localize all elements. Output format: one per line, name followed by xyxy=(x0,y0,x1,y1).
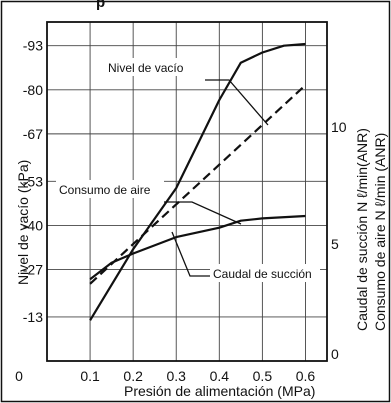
y-right-tick-label: 0 xyxy=(331,346,339,362)
y-right-axis-title-2: Consumo de aire N ℓ/min (ANR) xyxy=(372,133,388,331)
series-label-background xyxy=(56,180,164,198)
y-left-tick-label: -53 xyxy=(23,173,43,189)
x-tick-label: 0.1 xyxy=(80,368,100,384)
series-label: Caudal de succión xyxy=(213,267,312,281)
series-line xyxy=(89,42,306,321)
y-left-tick-label: -80 xyxy=(23,82,43,98)
x-tick-label: 0.2 xyxy=(123,368,143,384)
series-lines xyxy=(89,42,307,321)
x-tick-label: 0.3 xyxy=(166,368,186,384)
x-axis-title: Presión de alimentación (MPa) xyxy=(124,383,315,399)
series-labels: Nivel de vacío Consumo de aire Caudal de s… xyxy=(56,58,320,282)
series-label: Nivel de vacío xyxy=(108,61,184,75)
cropped-title: p xyxy=(96,0,105,11)
plot-area-frame xyxy=(46,21,328,362)
series-line xyxy=(89,84,307,285)
series-label-leader xyxy=(164,201,242,225)
x-tick-label: 0.5 xyxy=(253,368,273,384)
x-tick-label: 0 xyxy=(15,368,23,384)
series-label: Consumo de aire xyxy=(59,183,151,197)
y-right-tick-label: 5 xyxy=(331,236,339,252)
y-right-tick-label: 10 xyxy=(331,119,347,135)
y-right-axis-ticks: 10 5 0 xyxy=(331,119,347,362)
series-label-background xyxy=(210,264,320,282)
y-left-axis-title: Nivel de vacío (kPa) xyxy=(15,160,31,285)
series-line xyxy=(89,214,306,281)
y-left-axis-ticks: -93 -80 -67 -53 -40 -27 -13 xyxy=(23,38,43,325)
x-tick-label: 0.4 xyxy=(210,368,230,384)
series-label-background xyxy=(105,58,205,76)
series-label-leader xyxy=(171,231,210,277)
y-left-tick-label: -27 xyxy=(23,261,43,277)
y-left-tick-label: -13 xyxy=(23,309,43,325)
series-label-leader xyxy=(205,79,269,126)
y-right-axis-title-1: Caudal de succión N ℓ/min(ANR) xyxy=(354,128,370,331)
y-left-tick-label: -67 xyxy=(23,126,43,142)
y-left-tick-label: -40 xyxy=(23,217,43,233)
y-left-tick-label: -93 xyxy=(23,38,43,54)
x-tick-label: 0.6 xyxy=(296,368,316,384)
x-axis-ticks: 0 0.1 0.2 0.3 0.4 0.5 0.6 xyxy=(15,368,315,384)
